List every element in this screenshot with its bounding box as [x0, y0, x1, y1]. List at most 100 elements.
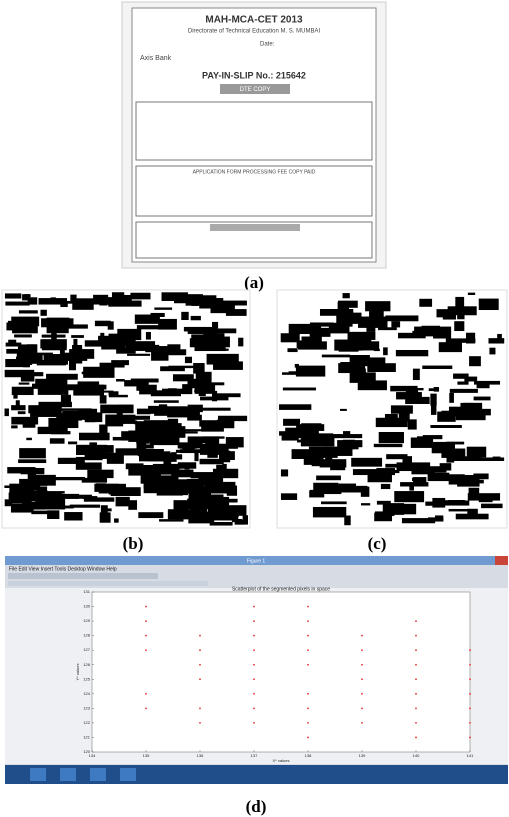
ink-block: [331, 434, 363, 438]
point: [469, 722, 471, 724]
y-tick-label: 123: [83, 705, 90, 710]
doc-bank: Axis Bank: [140, 55, 172, 62]
taskbar-icon[interactable]: [120, 768, 136, 781]
ink-block: [469, 356, 481, 366]
ink-block: [222, 482, 236, 492]
ink-block: [200, 459, 224, 464]
ink-block: [302, 336, 322, 346]
ink-block: [378, 327, 397, 330]
taskbar-icon[interactable]: [60, 768, 76, 781]
ink-block: [479, 299, 499, 310]
ink-block: [13, 392, 32, 395]
ink-block: [135, 348, 155, 351]
point: [415, 678, 417, 680]
ink-block: [460, 403, 473, 409]
panel-c: (c): [277, 290, 507, 553]
ink-block: [381, 484, 390, 489]
ink-block: [414, 327, 436, 335]
ink-block: [34, 372, 43, 376]
ink-block: [467, 447, 486, 458]
doc-section: APPLICATION FORM PROCESSING FEE COPY PAI…: [193, 169, 316, 175]
ink-block: [391, 321, 400, 327]
ink-block: [168, 388, 177, 393]
doc-copy: DTE COPY: [240, 87, 271, 93]
point: [145, 635, 147, 637]
ink-block: [23, 361, 30, 367]
ink-block: [488, 338, 504, 343]
ink-block: [309, 447, 338, 458]
point: [415, 635, 417, 637]
ink-block: [94, 448, 105, 452]
point: [145, 606, 147, 608]
y-axis-label: Y* values: [75, 664, 80, 681]
ink-block: [287, 348, 297, 352]
ink-block: [449, 509, 471, 511]
ink-block: [321, 501, 347, 504]
point: [469, 693, 471, 695]
ink-block: [350, 355, 370, 365]
ink-block: [419, 299, 432, 307]
ink-block: [231, 506, 239, 517]
ink-block: [450, 389, 478, 393]
ink-block: [178, 462, 196, 468]
ink-block: [238, 338, 243, 347]
ink-block: [320, 459, 347, 467]
panel-a: MAH-MCA-CET 2013 Directorate of Technica…: [122, 2, 386, 292]
ink-block: [159, 404, 167, 409]
toolbar[interactable]: [8, 573, 158, 579]
ink-block: [374, 444, 403, 447]
ink-block: [310, 328, 331, 337]
ink-block: [457, 475, 479, 487]
ink-block: [195, 342, 226, 351]
x-axis-label: X* values: [273, 758, 290, 763]
ink-block: [422, 366, 452, 369]
ink-block: [413, 369, 420, 380]
ink-block: [134, 416, 150, 420]
menu-bar[interactable]: File Edit View Insert Tools Desktop Wind…: [9, 566, 117, 572]
point: [469, 707, 471, 709]
form: [132, 8, 376, 262]
ink-block: [100, 395, 107, 403]
y-tick-label: 127: [83, 647, 90, 652]
ink-block: [18, 411, 26, 414]
ink-block: [199, 387, 206, 396]
ink-block: [338, 363, 350, 373]
ink-block: [448, 500, 465, 503]
ink-block: [185, 357, 192, 363]
close-button[interactable]: [495, 556, 508, 565]
point: [145, 707, 147, 709]
point: [307, 707, 309, 709]
ink-block: [430, 394, 436, 406]
ink-block: [338, 301, 358, 308]
ink-block: [138, 512, 163, 518]
taskbar-icon[interactable]: [30, 768, 46, 781]
ink-block: [449, 393, 454, 403]
point: [199, 635, 201, 637]
ink-block: [212, 393, 240, 397]
ink-block: [344, 516, 350, 526]
point: [415, 649, 417, 651]
taskbar-icon[interactable]: [90, 768, 106, 781]
ink-block: [50, 438, 65, 443]
ink-block: [82, 372, 113, 375]
ink-block: [100, 512, 111, 522]
ink-block: [343, 293, 350, 298]
point: [253, 693, 255, 695]
ink-block: [101, 505, 108, 512]
panel-label: (a): [244, 273, 264, 292]
plot-area: [92, 592, 470, 752]
ink-block: [429, 388, 434, 391]
ink-block: [243, 515, 248, 524]
ink-block: [13, 394, 17, 398]
doc-slip: PAY-IN-SLIP No.: 215642: [202, 70, 306, 80]
point: [469, 737, 471, 739]
ink-block: [47, 510, 59, 519]
ink-block: [11, 425, 17, 428]
ink-block: [210, 522, 233, 526]
ink-block: [76, 353, 82, 363]
point: [415, 737, 417, 739]
panel-label: (c): [368, 534, 387, 553]
y-tick-label: 121: [83, 735, 90, 740]
ink-block: [213, 361, 243, 370]
point: [361, 635, 363, 637]
